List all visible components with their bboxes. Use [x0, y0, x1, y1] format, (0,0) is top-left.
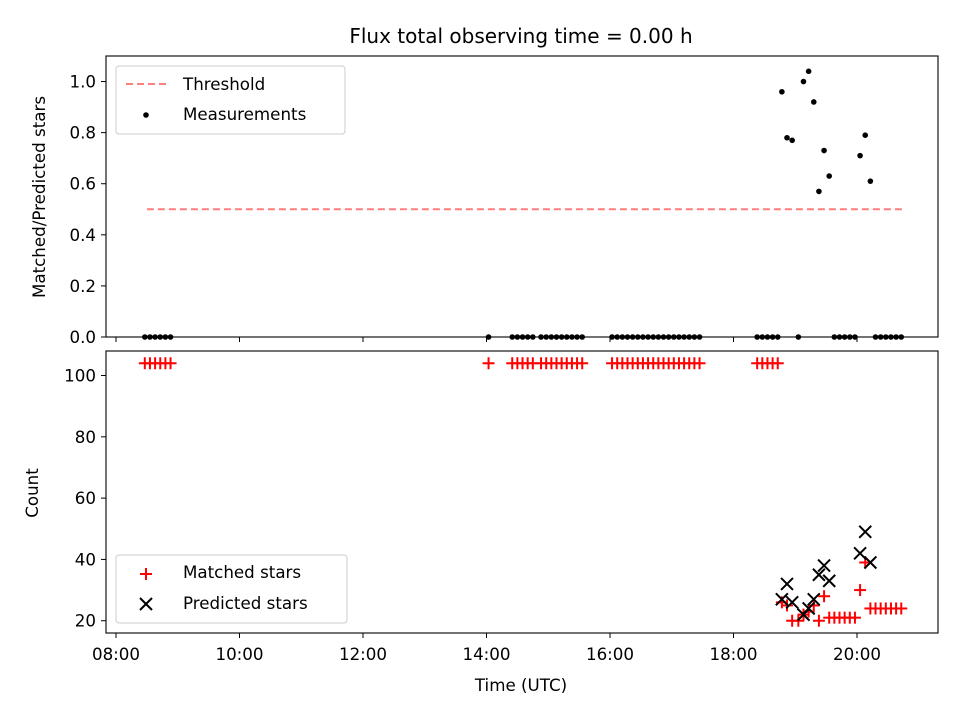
measurement-point [826, 173, 833, 179]
top-y-tick-label: 1.0 [69, 72, 96, 92]
measurement-point [779, 88, 785, 95]
x-tick-label: 20:00 [833, 644, 881, 664]
measurement-point [821, 147, 827, 154]
top-y-tick-label: 0.8 [69, 123, 96, 143]
bottom-y-ticks: 20 40 60 80 100 [64, 366, 106, 631]
predicted-star-point [817, 558, 831, 573]
matched-star-point [807, 599, 820, 612]
x-tick-label: 08:00 [92, 644, 140, 664]
matched-star-point [164, 357, 177, 370]
x-tick-label: 18:00 [709, 644, 757, 664]
top-panel: Flux total observing time = 0.00 h 0.00.… [29, 24, 939, 347]
legend-predicted-swatch [139, 597, 153, 611]
bottom-plot-frame [105, 350, 939, 634]
x-tick-label: 14:00 [462, 644, 510, 664]
matched-star-point [854, 584, 867, 597]
count-points [138, 357, 908, 627]
predicted-star-point [807, 592, 821, 606]
bottom-y-tick-label: 100 [64, 366, 96, 386]
measurement-point [862, 132, 869, 138]
matched-star-point [771, 357, 784, 370]
matched-star-point [818, 590, 831, 603]
measurement-point [810, 99, 817, 105]
bottom-y-tick-label: 80 [75, 427, 96, 447]
top-x-ticks [115, 337, 858, 342]
legend-measurements-label: Measurements [183, 104, 306, 124]
bottom-y-tick-label: 60 [75, 488, 96, 508]
measurement-point [800, 78, 807, 85]
legend-measurement-swatch [143, 112, 149, 118]
measurement-point [805, 68, 812, 75]
predicted-star-point [785, 595, 799, 610]
bottom-panel: 20 40 60 80 100 08:00 10:00 12:00 14:00 16:00 18:… [22, 350, 939, 695]
predicted-star-point [775, 592, 789, 606]
legend-predicted-label: Predicted stars [183, 593, 308, 613]
measurement-point [816, 188, 822, 195]
top-y-ticks: 0.0 0.2 0.4 0.6 0.8 1.0 [69, 72, 106, 347]
top-plot-frame [105, 55, 939, 338]
chart-title: Flux total observing time = 0.00 h [349, 24, 692, 48]
matched-star-point [895, 602, 908, 615]
legend-matched-label: Matched stars [183, 562, 301, 582]
measurement-point [857, 152, 863, 159]
matched-star-point [693, 357, 706, 370]
matched-star-point [482, 357, 495, 370]
bottom-y-tick-label: 20 [75, 611, 96, 631]
measurement-point [789, 137, 795, 144]
x-tick-label: 10:00 [215, 644, 263, 664]
top-y-tick-label: 0.0 [69, 327, 96, 347]
predicted-star-point [780, 577, 794, 591]
bottom-legend: Matched stars Predicted stars [115, 554, 348, 624]
measurement-point [784, 134, 790, 141]
top-y-tick-label: 0.6 [69, 174, 96, 194]
measurement-point [867, 178, 874, 184]
top-y-tick-label: 0.4 [69, 225, 96, 245]
bottom-legend-frame [115, 554, 348, 624]
x-axis-label: Time (UTC) [474, 675, 567, 695]
top-y-tick-label: 0.2 [69, 276, 96, 296]
predicted-star-point [863, 555, 878, 570]
matched-star-point [812, 614, 825, 627]
predicted-star-point [822, 574, 836, 588]
predicted-star-point [801, 601, 816, 616]
x-tick-label: 12:00 [339, 644, 387, 664]
top-legend: Threshold Measurements [115, 65, 346, 135]
matched-star-point [848, 611, 861, 624]
legend-threshold-label: Threshold [182, 74, 265, 94]
bottom-x-ticks: 08:00 10:00 12:00 14:00 16:00 18:00 20:00 [92, 633, 881, 664]
legend-matched-swatch [140, 568, 152, 580]
predicted-star-point [812, 568, 826, 582]
predicted-star-point [858, 525, 872, 539]
bottom-y-tick-label: 40 [75, 549, 96, 569]
matched-star-point [576, 357, 589, 370]
top-y-axis-label: Matched/Predicted stars [29, 96, 49, 298]
top-legend-frame [115, 65, 346, 135]
x-tick-label: 16:00 [586, 644, 634, 664]
bottom-y-axis-label: Count [22, 468, 42, 518]
